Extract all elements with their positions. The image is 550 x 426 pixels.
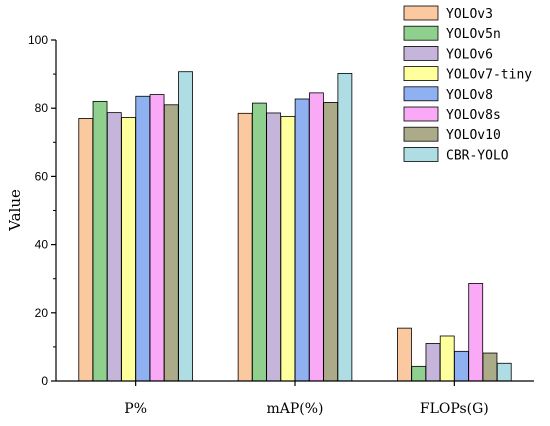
legend-swatch bbox=[403, 106, 439, 122]
bar-yolov3-0 bbox=[78, 118, 94, 382]
bar-yolov8-1 bbox=[294, 98, 310, 382]
bar-yolov6-2 bbox=[425, 343, 441, 382]
legend-swatch bbox=[403, 5, 439, 21]
bars-group bbox=[78, 71, 512, 382]
legend-label: CBR-YOLO bbox=[446, 148, 509, 163]
bar-yolov7-tiny-1 bbox=[280, 115, 296, 382]
legend-label: YOLOv10 bbox=[446, 128, 501, 143]
bar-yolov10-2 bbox=[482, 352, 498, 382]
bar-cbr-yolo-0 bbox=[178, 71, 193, 382]
legend-label: YOLOv3 bbox=[446, 7, 493, 22]
axes-group: 0 20 40 60 80 100 P% mAP(%) FLOPs(G) bbox=[28, 33, 534, 417]
bar-cbr-yolo-1 bbox=[337, 73, 353, 382]
legend-label: YOLOv6 bbox=[446, 47, 493, 62]
legend-swatch bbox=[403, 25, 439, 41]
bar-yolov10-0 bbox=[163, 104, 179, 382]
legend-swatch bbox=[403, 86, 439, 102]
bar-yolov6-0 bbox=[106, 112, 122, 382]
legend-label: YOLOv8 bbox=[446, 88, 493, 103]
bar-yolov5n-0 bbox=[92, 100, 108, 382]
bar-yolov3-1 bbox=[237, 112, 253, 382]
y-tick-label: 100 bbox=[28, 33, 48, 47]
y-tick-label: 40 bbox=[35, 238, 49, 252]
bar-yolov6-1 bbox=[266, 112, 282, 382]
bar-yolov8s-1 bbox=[308, 92, 324, 382]
legend-swatch bbox=[403, 46, 439, 61]
bar-yolov3-2 bbox=[397, 327, 412, 382]
bar-yolov5n-1 bbox=[251, 102, 267, 382]
y-tick-label: 80 bbox=[35, 101, 49, 115]
x-category-label: P% bbox=[124, 401, 147, 417]
y-tick-label: 60 bbox=[35, 169, 49, 183]
bar-yolov8-2 bbox=[454, 350, 469, 382]
legend-swatch bbox=[403, 126, 439, 142]
y-tick-label: 20 bbox=[35, 306, 49, 320]
bar-yolov8s-0 bbox=[149, 94, 165, 382]
x-category-label: mAP(%) bbox=[266, 401, 323, 417]
legend-swatch bbox=[403, 146, 439, 162]
bar-cbr-yolo-2 bbox=[496, 362, 512, 382]
bar-yolov5n-2 bbox=[411, 365, 427, 382]
legend-label: YOLOv5n bbox=[446, 27, 501, 42]
y-tick-label: 0 bbox=[41, 374, 48, 388]
legend: YOLOv3 YOLOv5n YOLOv6 YOLOv7-tiny YOLOv8 YOLO… bbox=[403, 5, 532, 163]
bar-yolov7-tiny-2 bbox=[439, 335, 455, 382]
bar-yolov7-tiny-0 bbox=[121, 117, 136, 382]
x-category-label: FLOPs(G) bbox=[420, 401, 489, 417]
legend-swatch bbox=[403, 66, 439, 81]
y-axis-title: Value bbox=[6, 189, 24, 232]
bar-yolov8s-2 bbox=[468, 283, 484, 382]
legend-label: YOLOv7-tiny bbox=[446, 68, 532, 83]
legend-label: YOLOv8s bbox=[446, 108, 501, 123]
bar-yolov8-0 bbox=[135, 95, 151, 382]
bar-yolov10-1 bbox=[323, 102, 339, 382]
